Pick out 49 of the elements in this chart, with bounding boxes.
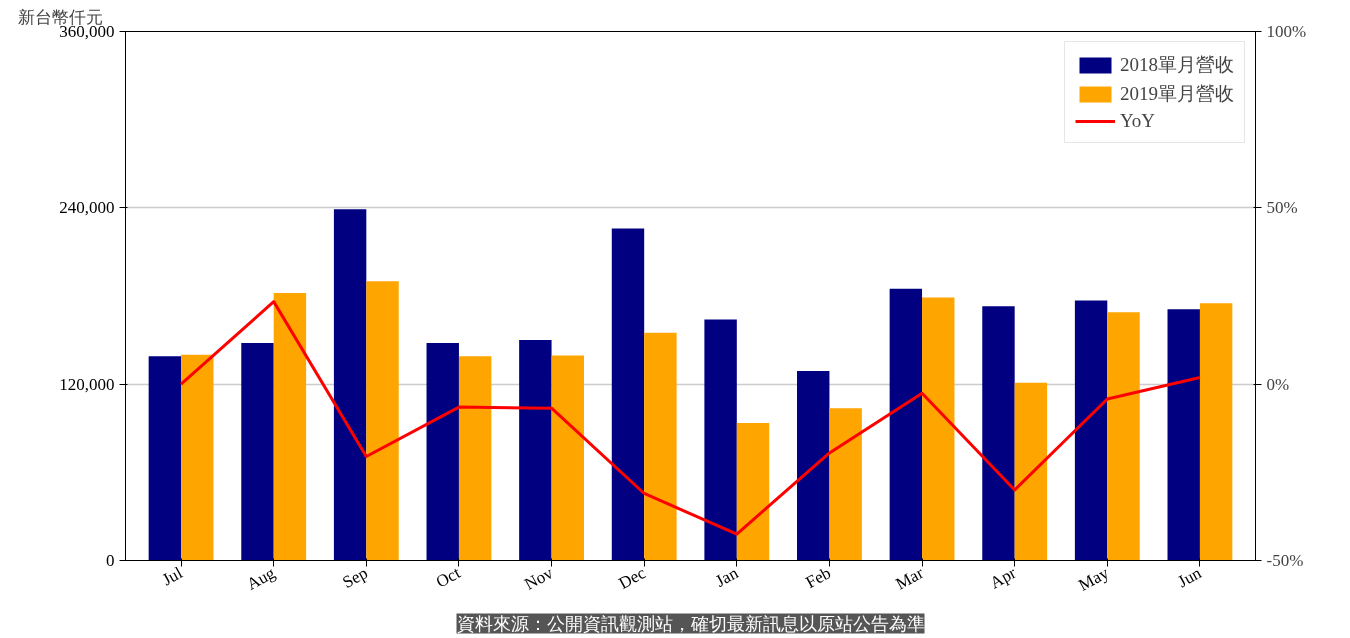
- x-tick-label: Oct: [432, 563, 464, 592]
- x-tick-label: Dec: [615, 562, 650, 593]
- bar: [1107, 312, 1140, 561]
- bar: [181, 354, 214, 561]
- bar: [148, 356, 182, 561]
- bar: [829, 408, 862, 561]
- bar: [611, 228, 645, 561]
- legend-label: 2018單月營收: [1120, 53, 1234, 77]
- bar: [736, 423, 770, 561]
- source-note: 資料來源：公開資訊觀測站，確切最新訊息以原站公告為準: [456, 613, 925, 634]
- x-tick-label: Jun: [1174, 562, 1205, 592]
- legend-label: 2019單月營收: [1120, 82, 1234, 106]
- bar: [426, 343, 459, 561]
- y-tick-label: 120,000: [59, 374, 115, 394]
- x-tick-label: Apr: [986, 563, 1020, 593]
- x-tick-label: Jan: [712, 562, 742, 591]
- x-tick-label: Jul: [159, 563, 186, 590]
- y-tick-label: 0: [106, 551, 115, 570]
- y2-tick-label: -50%: [1266, 551, 1304, 570]
- y-tick-label: 240,000: [59, 198, 115, 218]
- bar: [241, 343, 274, 561]
- bar: [1199, 303, 1233, 561]
- x-tick-label: Feb: [802, 563, 834, 593]
- x-tick-label: May: [1075, 562, 1113, 595]
- bar: [1074, 300, 1108, 561]
- line-series: [179, 300, 1202, 536]
- bar: [889, 288, 923, 561]
- x-tick-label: Aug: [243, 562, 279, 594]
- bar: [366, 281, 399, 561]
- x-tick-label: Sep: [339, 563, 371, 593]
- y2-tick-label: 50%: [1266, 198, 1298, 218]
- x-tick-label: Mar: [892, 563, 927, 594]
- x-tick-label: Nov: [521, 562, 557, 594]
- bar: [458, 356, 492, 561]
- bar: [922, 297, 955, 561]
- bar: [1167, 309, 1200, 561]
- y-axis-title: 新台幣仟元: [17, 7, 103, 27]
- y2-tick-label: 100%: [1266, 22, 1307, 41]
- bar: [1014, 382, 1048, 561]
- y2-tick-label: 0%: [1266, 374, 1290, 394]
- legend-label: YoY: [1120, 110, 1156, 132]
- bar: [704, 319, 737, 561]
- bar: [333, 209, 367, 561]
- bar: [273, 293, 307, 561]
- bar: [551, 355, 584, 561]
- bar: [519, 340, 552, 561]
- bar: [982, 306, 1015, 561]
- bar: [644, 332, 677, 561]
- bar: [797, 370, 830, 561]
